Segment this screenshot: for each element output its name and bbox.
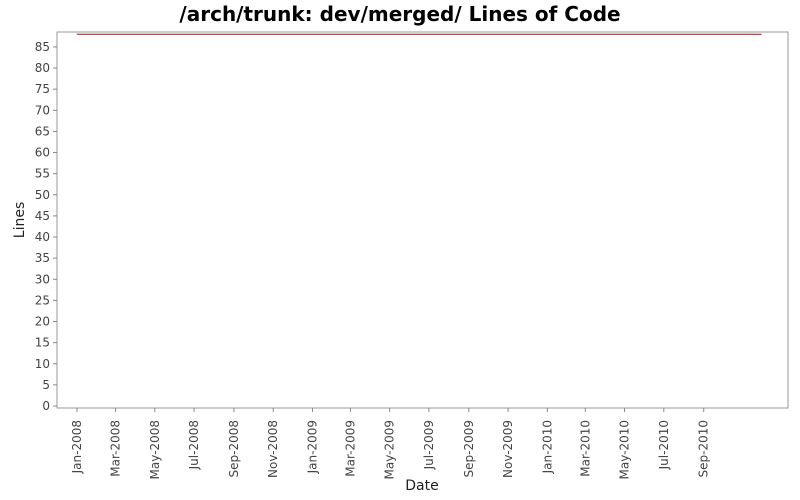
x-axis-label: Date xyxy=(405,478,438,494)
x-tick-label: Sep-2010 xyxy=(697,420,711,478)
y-tick-label: 70 xyxy=(35,103,50,117)
y-tick-label: 25 xyxy=(35,293,50,307)
y-tick-label: 65 xyxy=(35,124,50,138)
y-tick-label: 35 xyxy=(35,251,50,265)
y-tick-label: 10 xyxy=(35,357,50,371)
y-tick-label: 15 xyxy=(35,336,50,350)
x-tick-label: Nov-2008 xyxy=(266,420,280,478)
x-tick-label: May-2009 xyxy=(383,420,397,479)
x-tick-label: Sep-2008 xyxy=(227,420,241,478)
y-tick-label: 60 xyxy=(35,146,50,160)
y-tick-label: 20 xyxy=(35,315,50,329)
x-tick-label: Nov-2009 xyxy=(501,420,515,478)
y-tick-label: 55 xyxy=(35,167,50,181)
y-tick-label: 50 xyxy=(35,188,50,202)
y-tick-label: 5 xyxy=(42,378,50,392)
x-tick-label: Jul-2010 xyxy=(657,420,671,470)
y-axis: 0 5 10 15 20 25 30 35 40 45 50 55 60 65 70 75 80 85 xyxy=(35,40,57,413)
y-axis-label: Lines xyxy=(12,202,28,238)
x-tick-label: Jul-2008 xyxy=(187,420,201,470)
y-tick-label: 0 xyxy=(42,399,50,413)
y-tick-label: 45 xyxy=(35,209,50,223)
x-axis: Jan-2008 Mar-2008 May-2008 Jul-2008 Sep-2008… xyxy=(70,408,711,479)
y-tick-label: 30 xyxy=(35,272,50,286)
y-tick-label: 85 xyxy=(35,40,50,54)
x-tick-label: Jan-2010 xyxy=(540,420,554,474)
y-tick-label: 80 xyxy=(35,61,50,75)
y-tick-label: 75 xyxy=(35,82,50,96)
plot-frame xyxy=(56,31,789,409)
x-tick-label: May-2008 xyxy=(148,420,162,479)
x-tick-label: Jan-2009 xyxy=(305,420,319,474)
chart-title: /arch/trunk: dev/merged/ Lines of Code xyxy=(179,2,621,26)
x-tick-label: Jan-2008 xyxy=(70,420,84,474)
x-tick-label: Mar-2010 xyxy=(578,420,592,477)
x-tick-label: Mar-2008 xyxy=(109,420,123,477)
x-tick-label: Mar-2009 xyxy=(343,420,357,477)
y-tick-label: 40 xyxy=(35,230,50,244)
x-tick-label: Jul-2009 xyxy=(422,420,436,470)
x-tick-label: Sep-2009 xyxy=(462,420,476,478)
x-tick-label: May-2010 xyxy=(618,420,632,479)
